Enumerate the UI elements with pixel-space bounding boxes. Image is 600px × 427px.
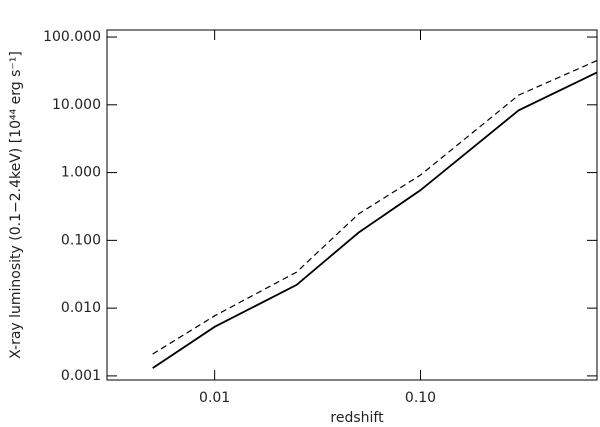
- y-tick-label: 0.100: [61, 232, 101, 248]
- data-line: [152, 71, 598, 369]
- y-tick-label: 1.000: [61, 165, 101, 181]
- x-tick-label: 0.10: [405, 390, 436, 406]
- y-tick-label: 100.000: [43, 29, 101, 45]
- y-tick-label: 10.000: [52, 97, 101, 113]
- y-tick-label: 0.001: [61, 368, 101, 384]
- y-axis-label: X-ray luminosity (0.1−2.4keV) [10⁴⁴ erg …: [8, 51, 24, 359]
- y-tick-label: 0.010: [61, 300, 101, 316]
- x-axis-label: redshift: [330, 410, 384, 426]
- x-tick-label: 0.01: [199, 390, 230, 406]
- plot-frame: [106, 29, 598, 381]
- data-line: [152, 59, 598, 355]
